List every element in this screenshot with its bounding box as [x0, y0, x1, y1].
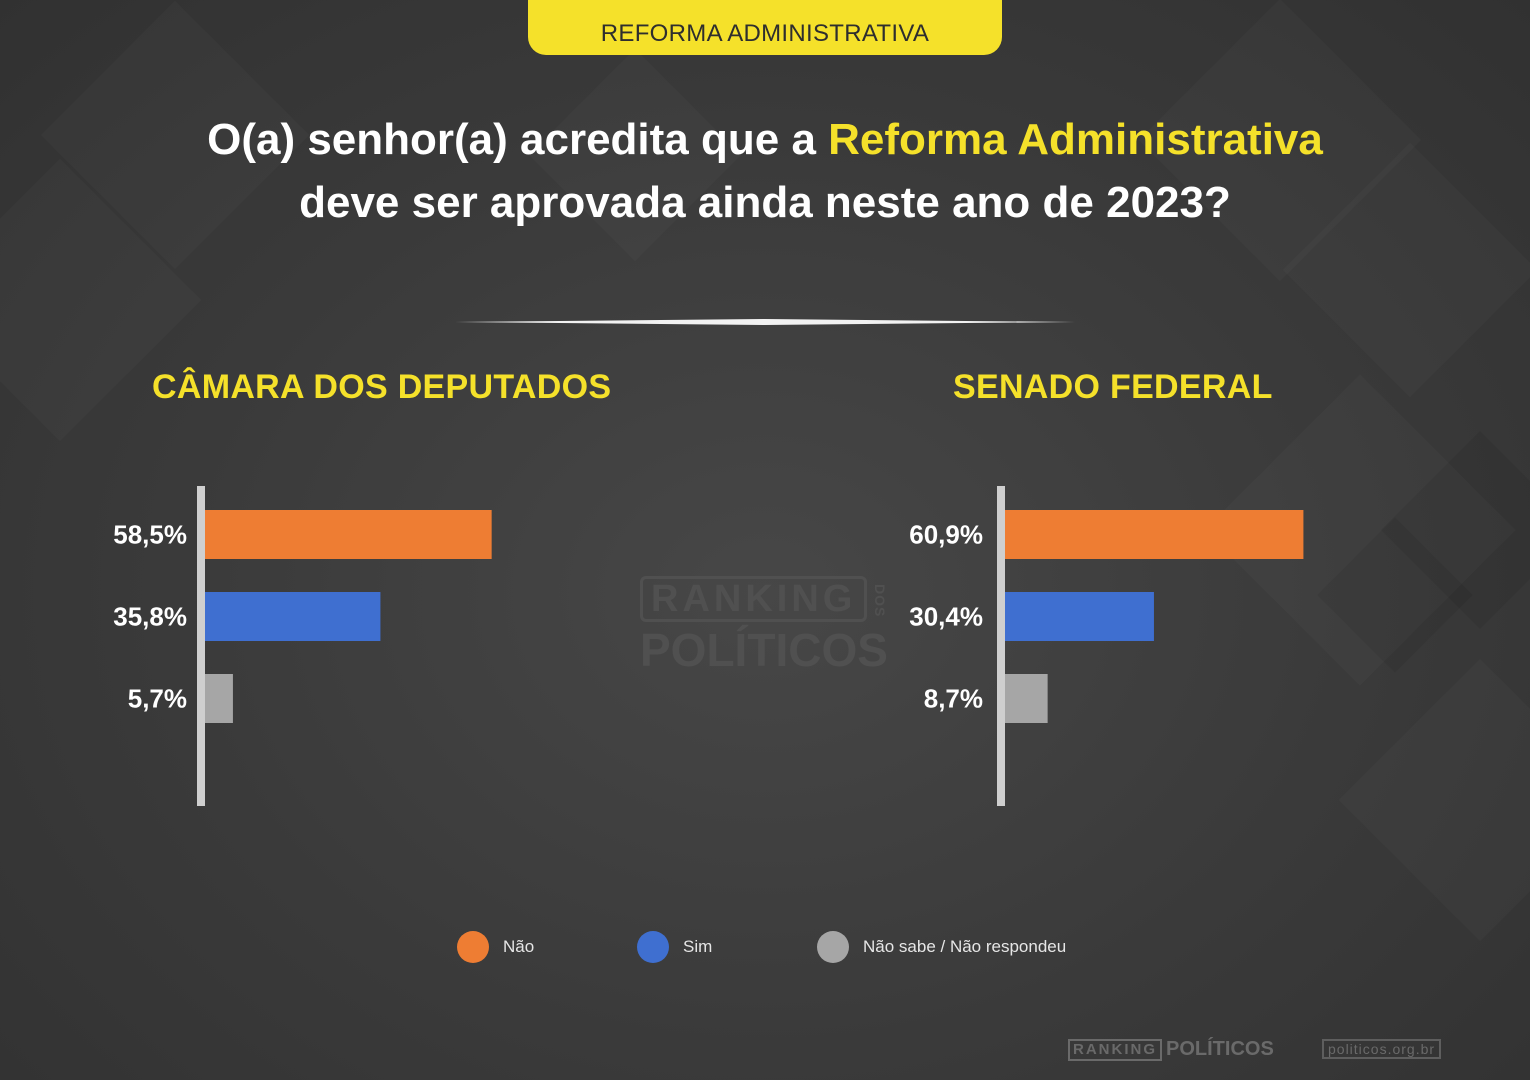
senado-value-label-2: 8,7% — [924, 684, 983, 714]
question-title: O(a) senhor(a) acredita que a Reforma Ad… — [100, 108, 1430, 234]
legend-dot-nao-sabe — [817, 931, 849, 963]
watermark-dos: DOS — [872, 584, 888, 618]
ranking-watermark: RANKING DOS POLÍTICOS — [640, 576, 890, 676]
topic-badge: REFORMA ADMINISTRATIVA — [528, 0, 1002, 55]
legend-label-nao-sabe: Não sabe / Não respondeu — [863, 937, 1067, 956]
question-part2: deve ser aprovada ainda neste ano de 202… — [299, 178, 1231, 227]
watermark-politicos: POLÍTICOS — [640, 624, 888, 676]
footer-logo: RANKING POLÍTICOS — [1068, 1038, 1274, 1061]
senado-bar-2 — [1005, 674, 1048, 723]
legend-label-sim: Sim — [683, 937, 713, 956]
legend-item-sim: Sim — [637, 930, 712, 964]
legend-label-nao: Não — [503, 937, 535, 956]
camara-value-label-0: 58,5% — [113, 520, 187, 550]
question-part1: O(a) senhor(a) acredita que a — [207, 115, 829, 164]
camara-bar-0 — [205, 510, 492, 559]
question-highlight: Reforma Administrativa — [828, 115, 1323, 164]
footer-url: politicos.org.br — [1322, 1039, 1442, 1059]
camara-bar-1 — [205, 592, 381, 641]
camara-value-label-1: 35,8% — [113, 602, 187, 632]
legend-item-nao-sabe: Não sabe / Não respondeu — [817, 930, 1066, 964]
camara-value-label-2: 5,7% — [128, 684, 187, 714]
senado-title: SENADO FEDERAL — [953, 368, 1273, 406]
senado-bar-0 — [1005, 510, 1304, 559]
senado-value-label-0: 60,9% — [909, 520, 983, 550]
footer-logo-text: POLÍTICOS — [1166, 1038, 1274, 1060]
legend-item-nao: Não — [457, 930, 534, 964]
camara-title: CÂMARA DOS DEPUTADOS — [152, 368, 612, 406]
footer-logo-box: RANKING — [1068, 1038, 1162, 1061]
legend-dot-nao — [457, 931, 489, 963]
senado-bar-1 — [1005, 592, 1154, 641]
watermark-ranking: RANKING — [640, 576, 868, 622]
divider-line — [455, 319, 1075, 325]
legend-dot-sim — [637, 931, 669, 963]
senado-value-label-1: 30,4% — [909, 602, 983, 632]
camara-bar-2 — [205, 674, 233, 723]
